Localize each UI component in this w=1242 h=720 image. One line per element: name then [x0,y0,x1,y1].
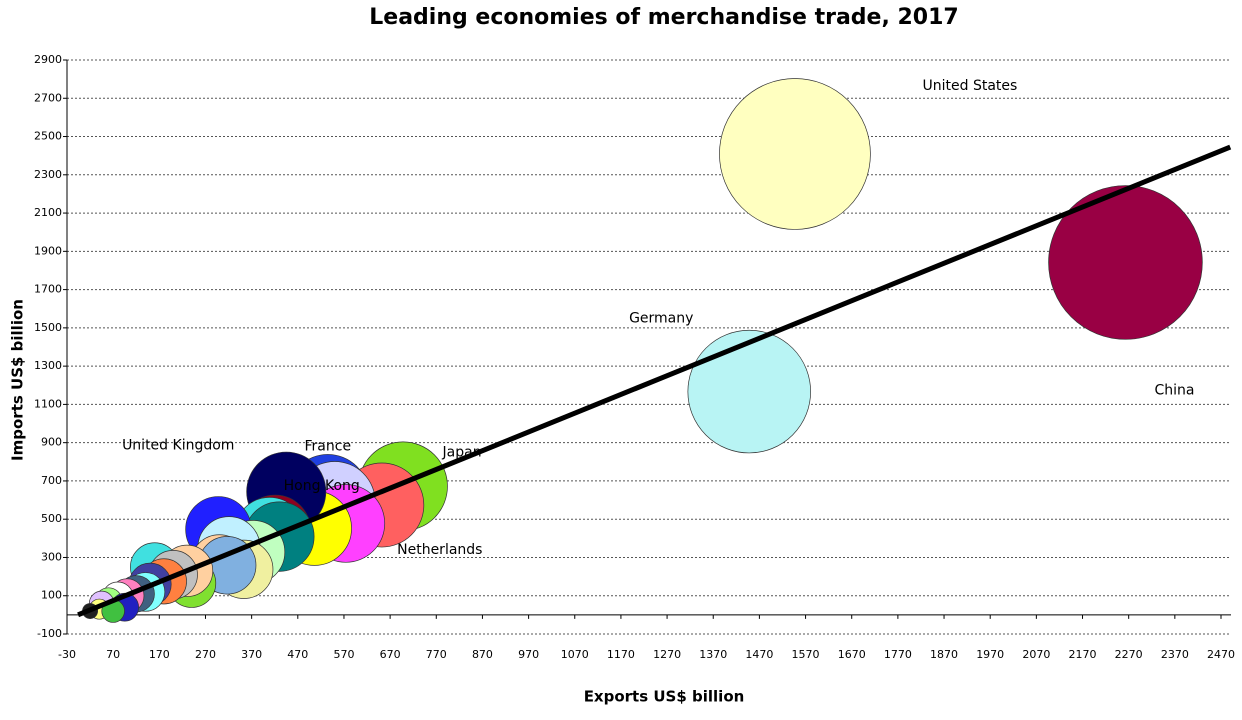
bubble [687,329,811,454]
y-tick-label: 1900 [34,244,62,257]
x-tick-label: 570 [333,648,354,661]
x-tick-label: 970 [518,648,539,661]
trend-line [77,144,1232,618]
bubble-label: United Kingdom [122,438,234,454]
y-tick-label: 300 [41,550,62,563]
x-tick-label: 2270 [1115,648,1143,661]
x-tick-label: 1970 [976,648,1004,661]
bubble-label: United States [923,78,1018,94]
y-tick-label: 1500 [34,321,62,334]
x-tick-label: 170 [149,648,170,661]
x-tick-label: -30 [58,648,76,661]
y-tick-label: 2500 [34,130,62,143]
y-tick-label: -100 [37,627,62,640]
x-tick-label: 670 [380,648,401,661]
y-tick-label: 700 [41,474,62,487]
y-tick-label: 2700 [34,91,62,104]
bubble-label: China [1154,382,1194,398]
bubble [1048,185,1203,340]
bubble [719,78,871,230]
x-tick-label: 770 [426,648,447,661]
x-tick-label: 2070 [1022,648,1050,661]
y-tick-label: 1100 [34,397,62,410]
x-tick-label: 270 [195,648,216,661]
bubble-label: Germany [629,311,693,327]
y-tick-label: 2100 [34,206,62,219]
x-tick-label: 1070 [561,648,589,661]
x-tick-label: 1770 [884,648,912,661]
x-tick-label: 1870 [930,648,958,661]
x-tick-label: 870 [472,648,493,661]
chart-title: Leading economies of merchandise trade, … [369,5,958,30]
y-tick-label: 100 [41,589,62,602]
x-tick-label: 1270 [653,648,681,661]
y-tick-label: 1300 [34,359,62,372]
x-tick-label: 1470 [745,648,773,661]
y-tick-label: 2900 [34,53,62,66]
y-axis-title: Imports US$ billion [9,299,27,461]
y-tick-label: 500 [41,512,62,525]
bubble-label: Netherlands [397,542,482,558]
x-tick-label: 2170 [1069,648,1097,661]
x-tick-label: 1670 [838,648,866,661]
x-tick-label: 1170 [607,648,635,661]
y-tick-label: 900 [41,436,62,449]
x-tick-label: 2370 [1161,648,1189,661]
x-tick-label: 470 [287,648,308,661]
bubble-label: Hong Kong [284,478,360,494]
x-tick-label: 70 [106,648,120,661]
y-tick-label: 1700 [34,283,62,296]
y-tick-label: 2300 [34,168,62,181]
x-tick-label: 370 [241,648,262,661]
bubble-label: France [305,438,352,454]
x-tick-label: 1570 [792,648,820,661]
x-axis-title: Exports US$ billion [584,688,745,706]
x-tick-label: 1370 [699,648,727,661]
x-tick-label: 2470 [1207,648,1235,661]
